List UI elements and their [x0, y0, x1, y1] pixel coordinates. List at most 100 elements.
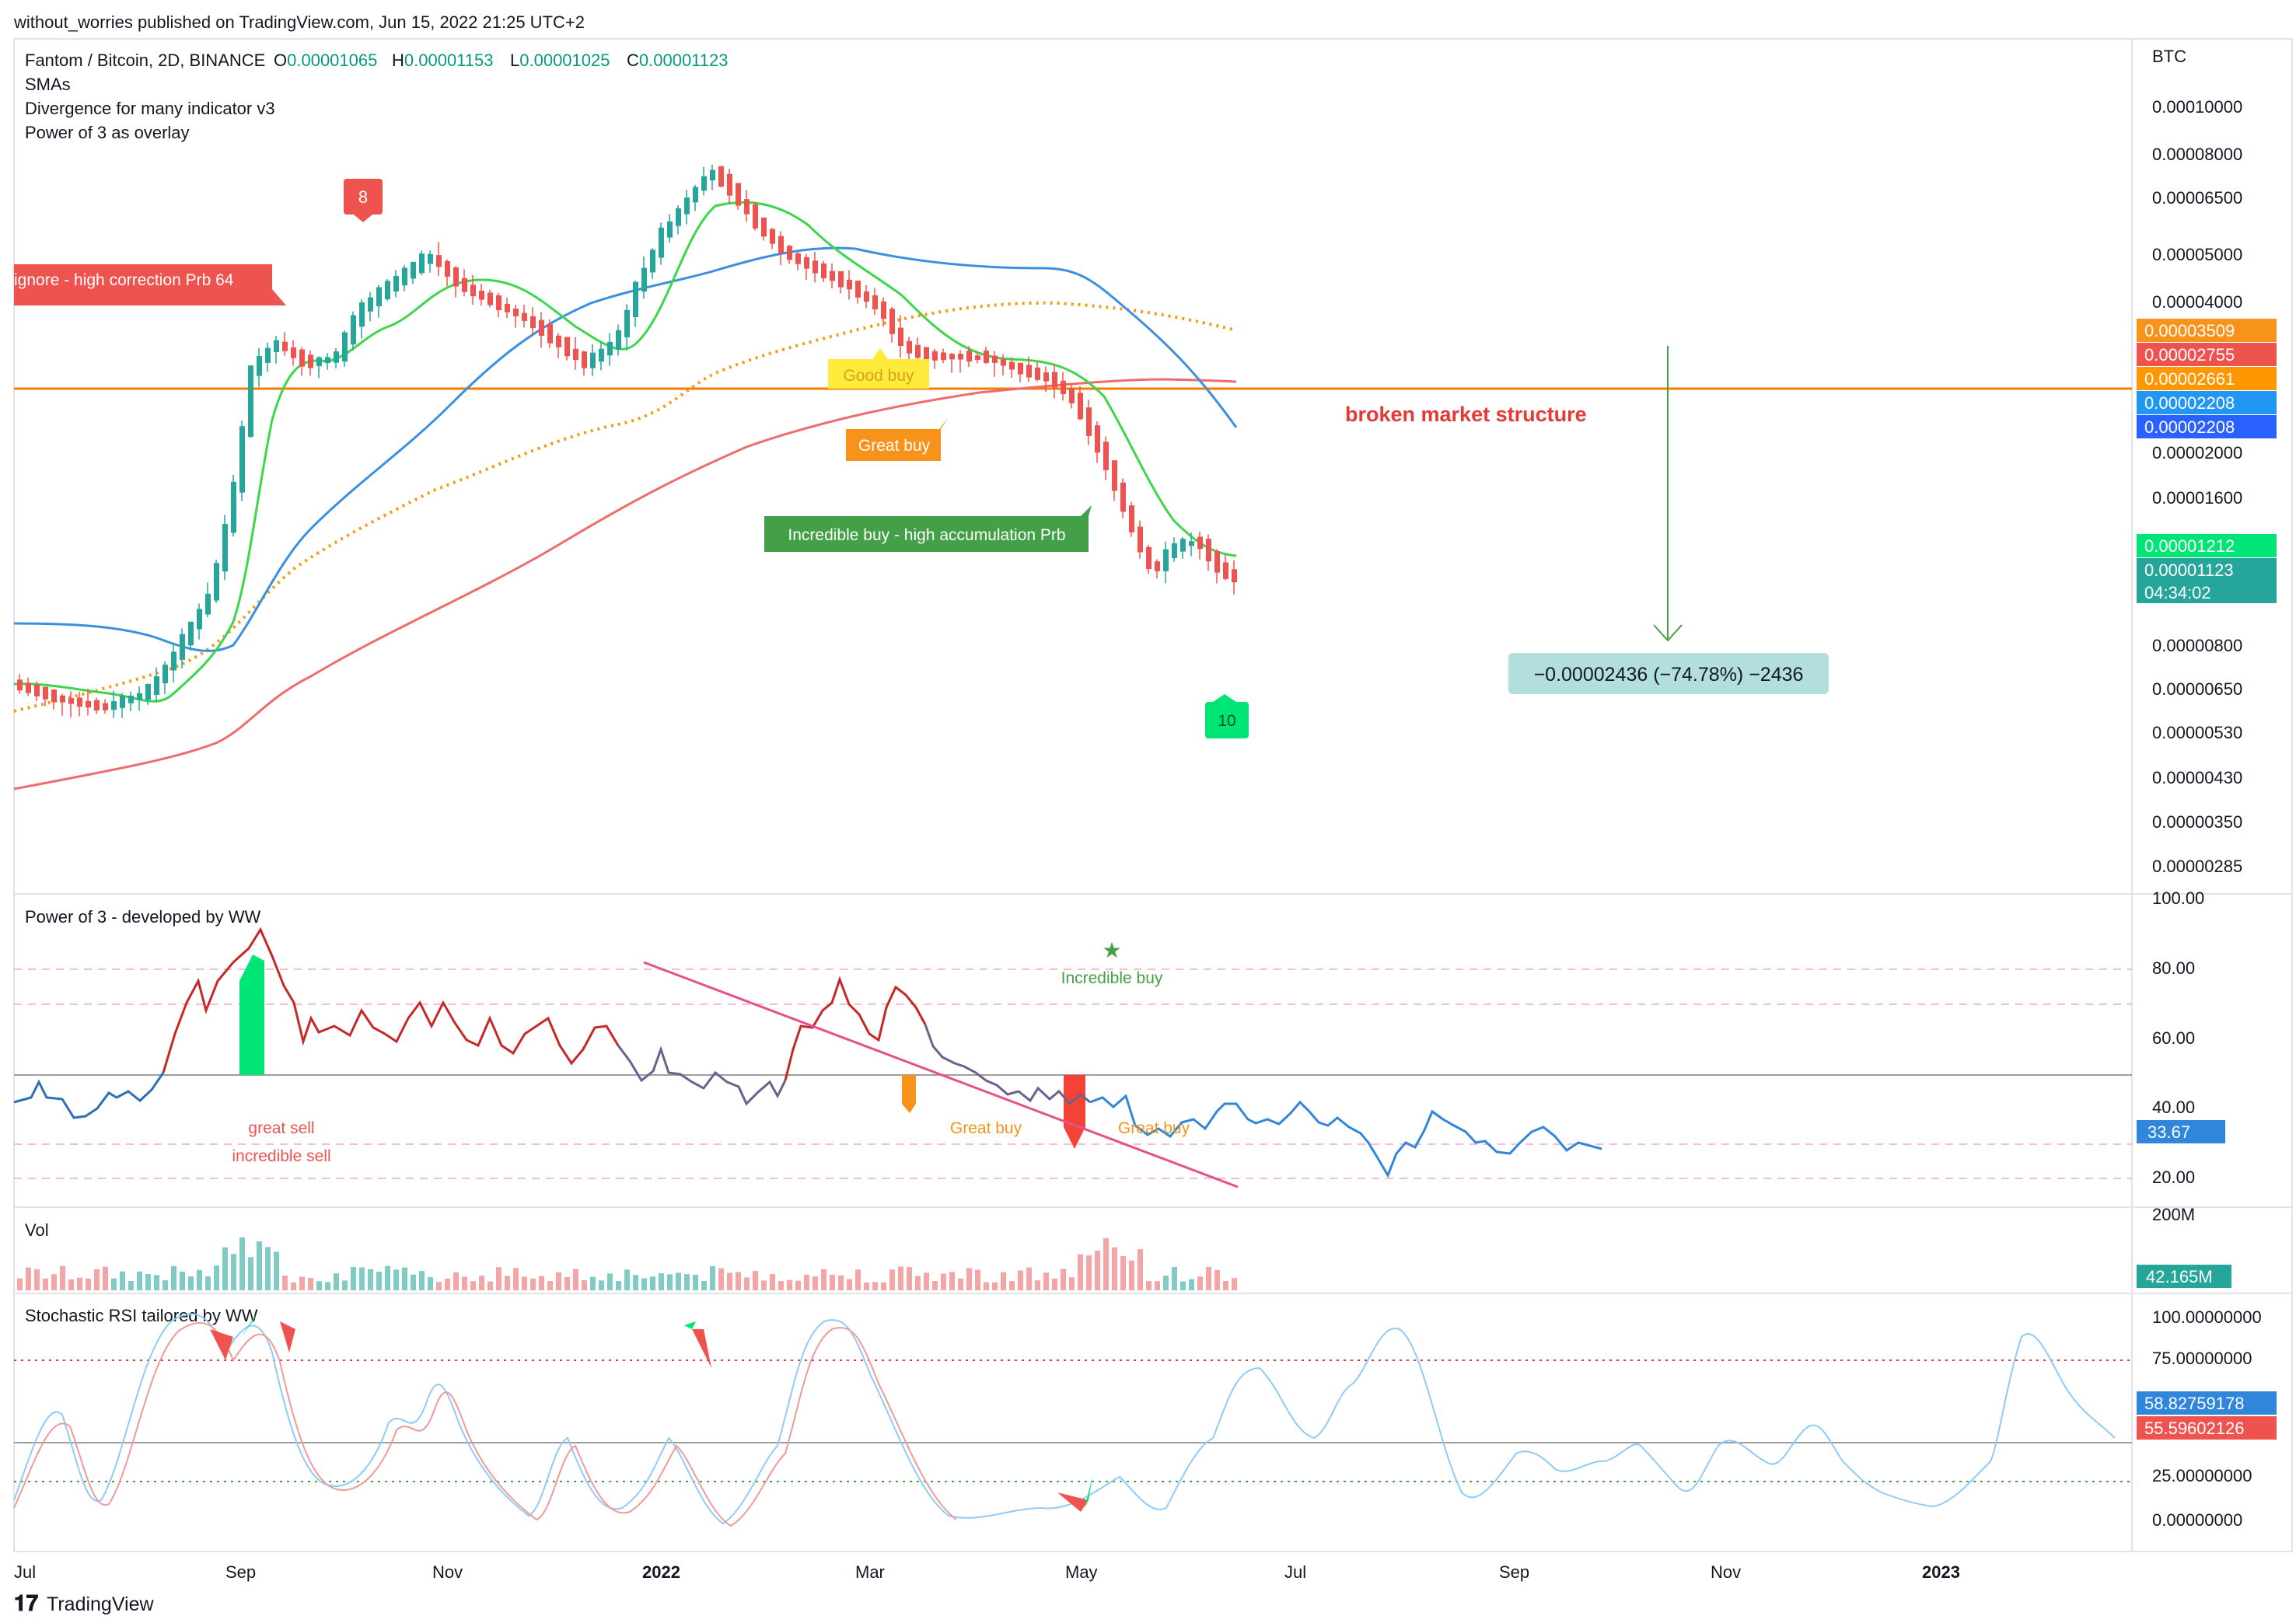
time-tick: Sep — [225, 1562, 256, 1582]
marker-10[interactable]: 10 — [1205, 694, 1249, 738]
price-tick: 0.00000430 — [2152, 768, 2242, 787]
volume-bar — [813, 1276, 818, 1290]
candle-body — [120, 695, 125, 708]
price-badge — [2137, 558, 2277, 581]
volume-bar — [744, 1277, 750, 1290]
candle-body — [205, 593, 211, 615]
broken-structure-label[interactable]: broken market structure — [1345, 403, 1587, 426]
volume-bar — [180, 1271, 185, 1290]
candle-body — [813, 260, 818, 274]
volume-bar — [701, 1281, 707, 1290]
volume-bar — [1189, 1279, 1194, 1290]
price-badge-text: 0.00002208 — [2144, 417, 2235, 437]
candle-body — [257, 356, 262, 376]
candle-body — [103, 703, 108, 710]
candle-body — [932, 351, 938, 361]
volume-bar — [992, 1282, 998, 1290]
tradingview-brand: TradingView — [47, 1593, 155, 1615]
stoch-k-badge — [2137, 1391, 2277, 1415]
volume-bar — [958, 1278, 963, 1290]
marker-8[interactable]: 8 — [344, 179, 383, 222]
candle-body — [111, 701, 117, 710]
time-tick: Nov — [1711, 1562, 1741, 1582]
candle-body — [1112, 460, 1117, 491]
volume-bar — [1206, 1267, 1211, 1290]
candle-body — [650, 250, 655, 273]
volume-bar — [393, 1269, 399, 1290]
volume-bar — [710, 1265, 715, 1290]
power3-trendline[interactable] — [643, 961, 1239, 1188]
candle-body — [513, 309, 519, 316]
time-axis[interactable]: Jul Sep Nov 2022 Mar May Jul Sep Nov 202… — [14, 1562, 1960, 1582]
volume-bar — [1155, 1281, 1160, 1290]
volume-bar — [975, 1269, 980, 1290]
price-badge-text: 0.00003509 — [2144, 321, 2235, 340]
volume-bar — [872, 1282, 878, 1290]
sma-20-line — [13, 201, 1237, 703]
price-badge — [2137, 534, 2277, 557]
candle-body — [1206, 539, 1211, 562]
volume-bar — [197, 1269, 202, 1290]
measure-tool[interactable]: −0.00002436 (−74.78%) −2436 — [1508, 346, 1829, 694]
vol-value-text: 42.165M — [2146, 1267, 2213, 1286]
candle-body — [231, 481, 236, 533]
candle-body — [718, 166, 724, 187]
price-badge — [2137, 343, 2277, 366]
candle-body — [1138, 526, 1143, 553]
candle-body — [274, 340, 279, 352]
price-tick: 0.00000530 — [2152, 723, 2242, 742]
volume-bar — [496, 1267, 501, 1290]
volume-bar — [932, 1280, 938, 1290]
volume-bar — [633, 1275, 638, 1290]
volume-bar — [103, 1266, 108, 1290]
volume-bar — [1223, 1280, 1228, 1290]
volume-bar — [428, 1277, 433, 1290]
legend-c-value: 0.00001123 — [639, 51, 729, 70]
price-badge — [2137, 415, 2277, 438]
vol-tick: 200M — [2152, 1205, 2195, 1224]
candle-body — [428, 253, 433, 264]
annotation-great-buy[interactable]: Great buy — [846, 417, 949, 461]
candle-body — [684, 197, 690, 215]
power3-axis[interactable]: 100.00 80.00 60.00 40.00 20.00 33.67 — [2137, 888, 2225, 1187]
candle-body — [1043, 372, 1049, 382]
candle-body — [128, 695, 134, 703]
vol-title: Vol — [25, 1220, 49, 1240]
candle-body — [436, 255, 442, 267]
label-incredible-sell: incredible sell — [232, 1147, 330, 1165]
annotation-ignore[interactable]: ignore - high correction Prb 64 — [14, 264, 286, 305]
volume-bar — [1146, 1280, 1151, 1290]
volume-bar — [795, 1280, 801, 1290]
candle-body — [693, 187, 698, 203]
volume-bar — [214, 1265, 219, 1290]
power3-tick: 60.00 — [2152, 1028, 2195, 1048]
stoch-tick: 0.00000000 — [2152, 1510, 2242, 1530]
annotation-incredible-buy-text: Incredible buy - high accumulation Prb — [788, 526, 1065, 544]
candle-body — [470, 284, 476, 297]
volume-bar — [1129, 1260, 1134, 1290]
price-tick: 0.00010000 — [2152, 97, 2242, 117]
candle-body — [197, 609, 202, 630]
power3-value-badge — [2137, 1120, 2225, 1143]
volume-bar — [316, 1281, 322, 1290]
price-axis[interactable]: BTC 0.00010000 0.00008000 0.00006500 0.0… — [2152, 47, 2242, 876]
volume-bar — [830, 1274, 835, 1290]
candle-body — [1197, 536, 1203, 550]
power3-tick: 20.00 — [2152, 1168, 2195, 1187]
candle-body — [659, 227, 664, 258]
price-tick: 0.00000350 — [2152, 812, 2242, 832]
annotation-incredible-buy[interactable]: Incredible buy - high accumulation Prb — [764, 505, 1092, 552]
candle-body — [239, 426, 245, 493]
volume-bar — [445, 1278, 450, 1290]
volume-bar — [1009, 1280, 1015, 1290]
legend-h-value: 0.00001153 — [404, 51, 494, 70]
volume-bar — [154, 1275, 159, 1290]
price-badges: 0.00003509 0.00002755 0.00002661 0.00002208… — [2137, 319, 2277, 603]
volume-bar — [1001, 1272, 1006, 1290]
volume-bar — [616, 1281, 621, 1290]
tradingview-logo[interactable]: 𝟏𝟕 TradingView — [14, 1591, 155, 1615]
candle-body — [1061, 380, 1066, 395]
annotation-good-buy[interactable]: Good buy — [828, 348, 929, 389]
pane-stoch: Stochastic RSI tailored by WW 100.000000… — [13, 1306, 2277, 1530]
candle-body — [915, 344, 921, 358]
